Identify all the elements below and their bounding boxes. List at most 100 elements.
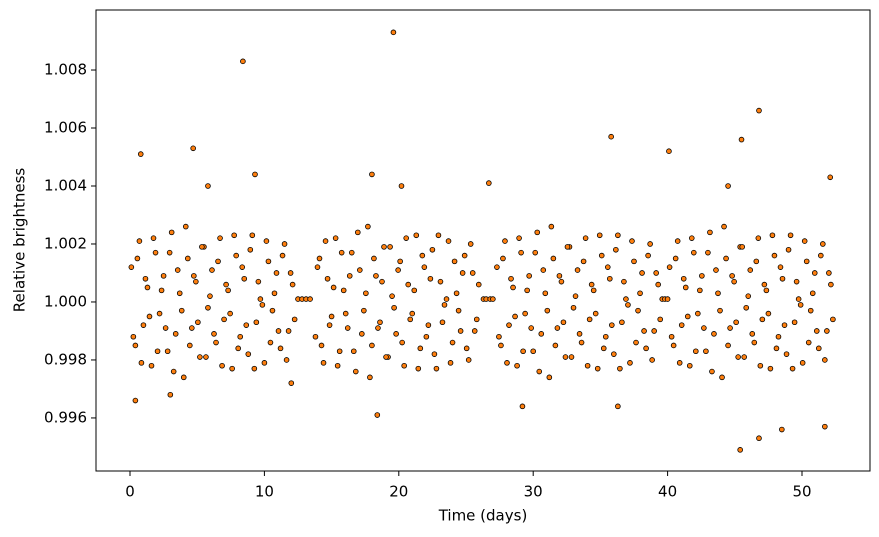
- point: [195, 319, 201, 326]
- point: [132, 397, 139, 404]
- point: [797, 302, 804, 308]
- point: [178, 307, 185, 314]
- point: [265, 258, 272, 265]
- point: [443, 296, 450, 302]
- x-tick-label: 10: [255, 483, 274, 501]
- point: [393, 331, 399, 337]
- point: [761, 281, 768, 288]
- point: [455, 307, 462, 314]
- point: [520, 348, 526, 355]
- point: [289, 281, 296, 288]
- point: [678, 322, 685, 328]
- point: [830, 316, 836, 323]
- point: [361, 307, 367, 314]
- point: [285, 328, 292, 334]
- point: [162, 325, 169, 331]
- point: [469, 270, 476, 276]
- point: [668, 333, 675, 340]
- point: [259, 302, 266, 308]
- point: [459, 270, 466, 276]
- point: [715, 290, 721, 297]
- point: [548, 223, 555, 230]
- point: [705, 249, 711, 256]
- point: [182, 223, 189, 230]
- point: [701, 325, 707, 331]
- point: [160, 273, 167, 279]
- point: [822, 357, 828, 363]
- point: [134, 255, 141, 262]
- y-tick-label: 1.002: [44, 234, 87, 252]
- point: [403, 235, 409, 241]
- point: [413, 232, 420, 239]
- plot-frame: [95, 9, 871, 472]
- point: [367, 374, 373, 381]
- point: [231, 232, 237, 239]
- point: [824, 328, 830, 334]
- point: [785, 246, 792, 253]
- point: [564, 244, 571, 250]
- point: [326, 322, 333, 328]
- point: [691, 249, 697, 256]
- point: [257, 296, 264, 302]
- point: [473, 316, 480, 323]
- point: [749, 331, 756, 337]
- point: [747, 267, 754, 273]
- point: [379, 278, 385, 285]
- x-tick-label: 30: [524, 483, 543, 501]
- point: [510, 284, 516, 291]
- point: [461, 252, 468, 259]
- point: [763, 287, 770, 294]
- point: [387, 244, 393, 250]
- point: [623, 296, 629, 302]
- point: [168, 229, 175, 236]
- point: [570, 304, 577, 311]
- point: [552, 342, 559, 349]
- point: [136, 238, 143, 244]
- point: [189, 325, 195, 331]
- point: [471, 328, 478, 334]
- point: [167, 391, 174, 398]
- point: [613, 246, 619, 253]
- point: [743, 304, 750, 311]
- point: [336, 348, 343, 355]
- point: [801, 238, 808, 244]
- point: [739, 244, 745, 250]
- point: [137, 151, 144, 157]
- point: [334, 362, 341, 369]
- point: [765, 310, 772, 317]
- point: [421, 264, 428, 270]
- point: [502, 238, 508, 244]
- point: [578, 339, 585, 346]
- point: [431, 351, 438, 357]
- point: [199, 244, 205, 250]
- point: [235, 345, 241, 352]
- point: [682, 284, 689, 291]
- point: [193, 278, 199, 285]
- point: [128, 264, 135, 270]
- point: [542, 290, 549, 297]
- point: [588, 281, 595, 288]
- point: [755, 235, 762, 241]
- point: [828, 281, 834, 288]
- point: [229, 365, 235, 372]
- point: [783, 351, 790, 357]
- point: [350, 348, 357, 355]
- point: [407, 316, 414, 323]
- point: [609, 322, 615, 328]
- point: [590, 287, 597, 294]
- point: [717, 307, 723, 314]
- point: [528, 325, 534, 331]
- point: [554, 325, 561, 331]
- point: [340, 287, 347, 294]
- point: [130, 333, 137, 340]
- point: [365, 223, 371, 230]
- point: [191, 273, 197, 279]
- point: [615, 403, 621, 410]
- point: [219, 362, 225, 369]
- point: [269, 307, 276, 314]
- point: [409, 310, 416, 317]
- point: [288, 380, 295, 386]
- point: [205, 183, 211, 189]
- point: [657, 316, 664, 323]
- point: [625, 302, 631, 308]
